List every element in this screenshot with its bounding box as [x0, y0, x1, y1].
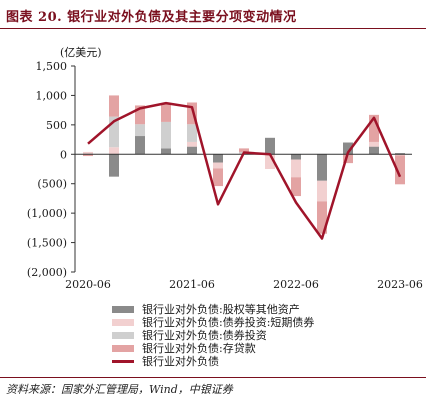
bar-deposits: [343, 154, 353, 164]
legend-item-total: 银行业对外负债: [112, 355, 314, 368]
bar-debt-securities: [135, 124, 145, 137]
bar-debt-securities: [109, 116, 119, 148]
bar-debt-securities: [187, 124, 197, 142]
x-tick-label: 2021-06: [169, 278, 215, 291]
chart-title: 图表 20. 银行业对外负债及其主要分项变动情况: [6, 10, 297, 25]
bar-short-debt: [109, 147, 119, 155]
y-tick-label: 1,500: [36, 60, 68, 73]
legend-label-deposits: 银行业对外负债:存贷款: [142, 342, 256, 355]
bar-deposits: [291, 177, 301, 197]
bar-short-debt: [317, 180, 327, 202]
bar-short-debt: [395, 154, 405, 156]
bar-other: [109, 154, 119, 177]
y-tick-label: 500: [46, 119, 67, 132]
bar-short-debt: [187, 141, 197, 147]
bar-other: [395, 153, 405, 155]
bar-short-debt: [83, 151, 93, 154]
bar-other: [343, 142, 353, 155]
bar-deposits: [239, 148, 249, 152]
legend-label-short-debt: 银行业对外负债:债券投资:短期债券: [142, 316, 315, 329]
legend-swatch-short-debt: [112, 319, 134, 326]
bar-deposits: [369, 114, 379, 142]
bar-other: [265, 137, 275, 155]
x-tick-label: 2020-06: [65, 278, 111, 291]
legend-label-other: 银行业对外负债:股权等其他资产: [142, 303, 300, 316]
bar-other: [161, 148, 171, 155]
legend-item-debt-securities: 银行业对外负债:债券投资: [112, 329, 314, 342]
y-axis-unit: (亿美元): [60, 46, 102, 59]
line-total-liabilities: [87, 101, 402, 240]
y-tick-label: (500): [37, 178, 67, 191]
bar-other: [213, 154, 223, 163]
bar-short-debt: [291, 159, 301, 178]
legend-item-other: 银行业对外负债:股权等其他资产: [112, 303, 314, 316]
bar-short-debt: [213, 162, 223, 169]
legend-item-deposits: 银行业对外负债:存贷款: [112, 342, 314, 355]
bar-deposits: [135, 105, 145, 125]
legend-item-short-debt: 银行业对外负债:债券投资:短期债券: [112, 316, 314, 329]
bar-other: [291, 154, 301, 160]
bar-deposits: [395, 155, 405, 185]
footer-divider: [0, 377, 426, 378]
bar-deposits: [161, 104, 171, 122]
y-tick-label: (1,500): [27, 237, 67, 250]
y-tick-label: 0: [60, 148, 67, 161]
bar-short-debt: [265, 154, 275, 169]
bar-debt-securities: [161, 121, 171, 149]
legend-swatch-total: [112, 360, 134, 363]
bar-deposits: [109, 95, 119, 117]
bar-deposits: [83, 154, 93, 157]
legend-label-debt-securities: 银行业对外负债:债券投资: [142, 329, 267, 342]
bar-deposits: [187, 102, 197, 125]
bar-other: [317, 154, 327, 181]
legend: 银行业对外负债:股权等其他资产 银行业对外负债:债券投资:短期债券 银行业对外负…: [112, 303, 314, 368]
source-note: 资料来源：国家外汇管理局，Wind，中银证券: [6, 383, 233, 396]
legend-swatch-deposits: [112, 345, 134, 352]
bar-other: [369, 146, 379, 155]
title-divider: [0, 28, 426, 29]
legend-label-total: 银行业对外负债: [142, 355, 219, 368]
bar-deposits: [317, 201, 327, 234]
bar-other: [135, 136, 145, 155]
bar-short-debt: [369, 141, 379, 147]
legend-swatch-other: [112, 306, 134, 313]
legend-swatch-debt-securities: [112, 332, 134, 339]
x-tick-label: 2023-06: [377, 278, 423, 291]
y-tick-label: (2,000): [27, 266, 67, 279]
bar-deposits: [213, 168, 223, 187]
y-tick-label: 1,000: [36, 89, 68, 102]
y-tick-label: (1,000): [27, 207, 67, 220]
bar-other: [187, 146, 197, 155]
x-tick-label: 2022-06: [273, 278, 319, 291]
